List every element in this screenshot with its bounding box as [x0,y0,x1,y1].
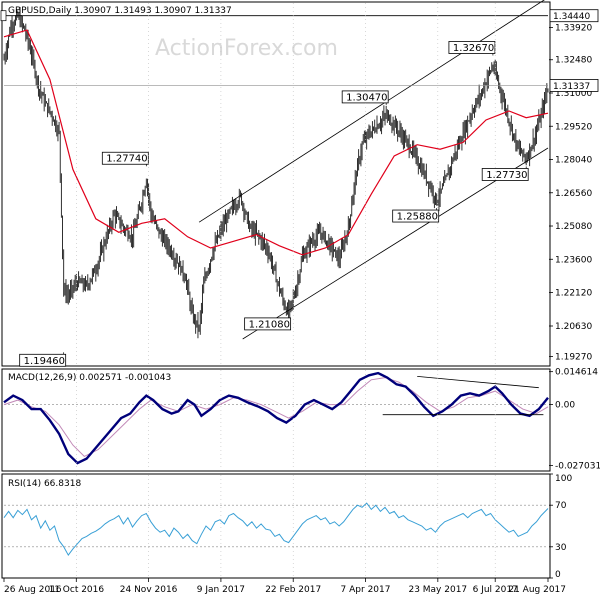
annotation-box-6 [481,168,529,181]
annotation-box-4 [392,209,440,223]
resistance-price-box [549,9,599,23]
watermark: ActionForex.com [155,36,338,61]
rsi-tick-label-2: 30 [555,543,567,553]
annotation-label-2: 1.21080 [249,319,290,330]
price-tick-label-1: 1.20630 [555,322,592,332]
price-tick-label-2: 1.22120 [555,289,592,299]
price-tick-label-4: 1.25080 [555,222,592,232]
price-tick-label-0: 1.19270 [555,353,592,363]
annotation-label-1: 1.27740 [106,154,147,165]
x-tick-label-7: 6 Jul 2017 [473,585,518,595]
x-tick-label-4: 22 Feb 2017 [265,585,321,595]
annotation-box-0 [19,353,67,367]
rsi-panel-frame [1,473,551,579]
price-tick-label-8: 1.31000 [555,89,592,99]
price-layer: 1.19460 1.27740 1.21080 1.30470 1.25880 1.326… [0,0,549,367]
price-tick-label-7: 1.29520 [555,122,592,132]
x-tick-label-5: 7 Apr 2017 [341,585,391,595]
moving-average-line [3,29,549,256]
annotation-label-5: 1.32670 [453,43,494,54]
price-header: GBPUSD,Daily 1.30907 1.31493 1.30907 1.3… [8,6,232,16]
annotation-box-1 [101,151,149,165]
rsi-tick-label-3: 0 [555,570,561,580]
x-tick-label-6: 23 May 2017 [408,585,467,595]
annotation-label-4: 1.25880 [397,212,438,223]
macd-layer [3,371,549,465]
price-tick-label-9: 1.32480 [555,56,592,66]
annotation-label-3: 1.30470 [346,92,387,103]
rsi-header: RSI(14) 66.8318 [8,479,81,489]
x-tick-label-3: 9 Jan 2017 [197,585,245,595]
price-tick-label-10: 1.33920 [555,23,592,33]
price-tick-label-5: 1.26560 [555,189,592,199]
annotation-label-6: 1.27730 [486,170,527,181]
current-price-box [549,79,599,92]
x-tick-label-1: 11 Oct 2016 [48,585,104,595]
macd-tick-label-0: 0.014614 [555,368,598,378]
rsi-line [3,502,549,557]
resistance-left-marker [0,10,7,22]
macd-header: MACD(12,26,9) 0.002571 -0.001043 [8,373,171,383]
macd-divergence-line [417,376,539,389]
resistance-price-label: 1.34440 [553,12,590,22]
current-price-label: 1.31337 [553,82,590,92]
x-tick-label-2: 24 Nov 2016 [120,585,178,595]
macd-tick-label-1: 0.00 [555,401,575,411]
annotation-box-2 [244,317,292,331]
price-panel-frame [1,1,551,367]
macd-panel-frame [1,368,551,472]
annotation-label-0: 1.19460 [24,356,65,367]
price-tick-label-6: 1.28040 [555,156,592,166]
x-tick-label-8: 21 Aug 2017 [508,585,566,595]
rsi-tick-label-0: 100 [555,474,572,484]
x-tick-label-0: 26 Aug 2016 [4,585,62,595]
macd-main-line [3,371,549,465]
annotation-box-3 [341,90,389,104]
axis-layer: 1.19270 1.20630 1.22120 1.23600 1.25080 1.265… [3,3,600,595]
macd-tick-label-2: -0.027031 [555,461,600,471]
rsi-layer [3,502,549,557]
price-tick-label-3: 1.23600 [555,255,592,265]
channel-upper-line [198,0,545,223]
rsi-tick-label-1: 70 [555,501,567,511]
